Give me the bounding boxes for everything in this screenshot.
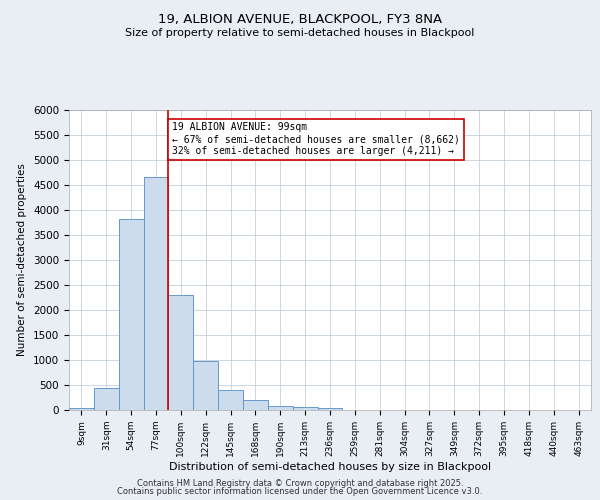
Text: 19 ALBION AVENUE: 99sqm
← 67% of semi-detached houses are smaller (8,662)
32% of: 19 ALBION AVENUE: 99sqm ← 67% of semi-de… — [172, 122, 460, 156]
Bar — [317, 408, 343, 410]
Bar — [243, 400, 268, 410]
Bar — [69, 408, 94, 410]
Text: Contains HM Land Registry data © Crown copyright and database right 2025.: Contains HM Land Registry data © Crown c… — [137, 478, 463, 488]
Bar — [119, 219, 143, 410]
Bar — [193, 360, 218, 410]
Text: Size of property relative to semi-detached houses in Blackpool: Size of property relative to semi-detach… — [125, 28, 475, 38]
Text: 19, ALBION AVENUE, BLACKPOOL, FY3 8NA: 19, ALBION AVENUE, BLACKPOOL, FY3 8NA — [158, 12, 442, 26]
Bar — [143, 177, 169, 410]
Text: Contains public sector information licensed under the Open Government Licence v3: Contains public sector information licen… — [118, 487, 482, 496]
Bar — [218, 390, 243, 410]
Bar — [268, 406, 293, 410]
X-axis label: Distribution of semi-detached houses by size in Blackpool: Distribution of semi-detached houses by … — [169, 462, 491, 471]
Bar — [169, 295, 193, 410]
Y-axis label: Number of semi-detached properties: Number of semi-detached properties — [17, 164, 28, 356]
Bar — [293, 407, 317, 410]
Bar — [94, 388, 119, 410]
